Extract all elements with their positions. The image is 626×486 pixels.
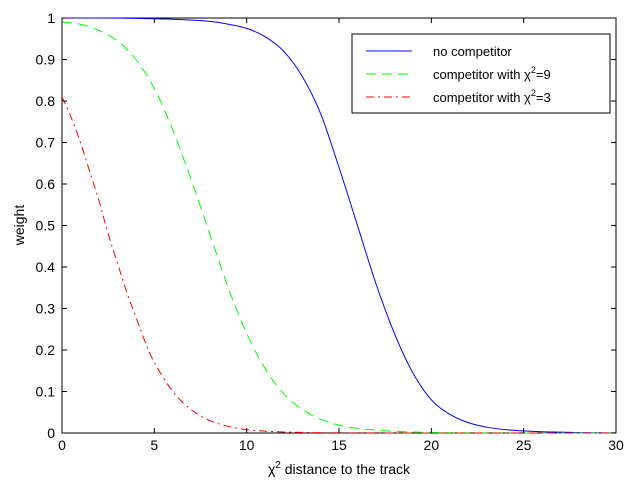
legend-label-1: no competitor	[433, 44, 512, 59]
legend-label-part: 2	[531, 88, 536, 98]
legend-label-part: 2	[531, 65, 536, 75]
x-tick-label: 5	[150, 437, 158, 453]
x-tick-label: 30	[608, 437, 624, 453]
y-tick-label: 0.3	[36, 301, 56, 317]
series-line-3	[61, 96, 616, 434]
ticks-layer: 0 5 10 15 20 25 30 0 0.1 0.2 0.3 0.4 0.5 0.6 0.7 0.8 0.9…	[36, 10, 624, 453]
legend-label-part: no competitor	[433, 44, 512, 59]
y-tick-label: 0.4	[36, 259, 56, 275]
x-axis-label: χ2 distance to the track	[268, 460, 411, 477]
legend-label-part: competitor with χ	[433, 67, 531, 82]
x-tick-label: 20	[424, 437, 440, 453]
legend-box	[351, 33, 611, 114]
series-line-1	[62, 17, 617, 434]
y-tick-label: 0.2	[36, 342, 56, 358]
series-line-2	[61, 21, 617, 434]
y-tick-label: 0	[47, 425, 55, 441]
legend-label-part: =9	[536, 67, 551, 82]
x-axis-label-superscript: 2	[275, 460, 281, 471]
x-tick-label: 10	[239, 437, 255, 453]
legend-label-part: =3	[536, 90, 551, 105]
x-axis-label-rest: distance to the track	[281, 461, 411, 477]
x-tick-label: 0	[58, 437, 66, 453]
legend-label-2: competitor with χ2=9	[433, 65, 551, 82]
y-tick-label: 0.7	[36, 135, 56, 151]
x-tick-label: 15	[331, 437, 347, 453]
y-tick-label: 1	[47, 10, 55, 26]
series-layer	[61, 17, 617, 434]
y-tick-label: 0.6	[36, 176, 56, 192]
y-tick-label: 0.1	[36, 384, 56, 400]
y-tick-label: 0.9	[36, 52, 56, 68]
y-tick-label: 0.5	[36, 218, 56, 234]
legend-label-3: competitor with χ2=3	[433, 88, 551, 105]
y-axis-label: weight	[11, 205, 27, 247]
x-axis-label-symbol: χ	[268, 461, 276, 477]
y-tick-label: 0.8	[36, 93, 56, 109]
legend-label-part: competitor with χ	[433, 90, 531, 105]
x-tick-label: 25	[516, 437, 532, 453]
